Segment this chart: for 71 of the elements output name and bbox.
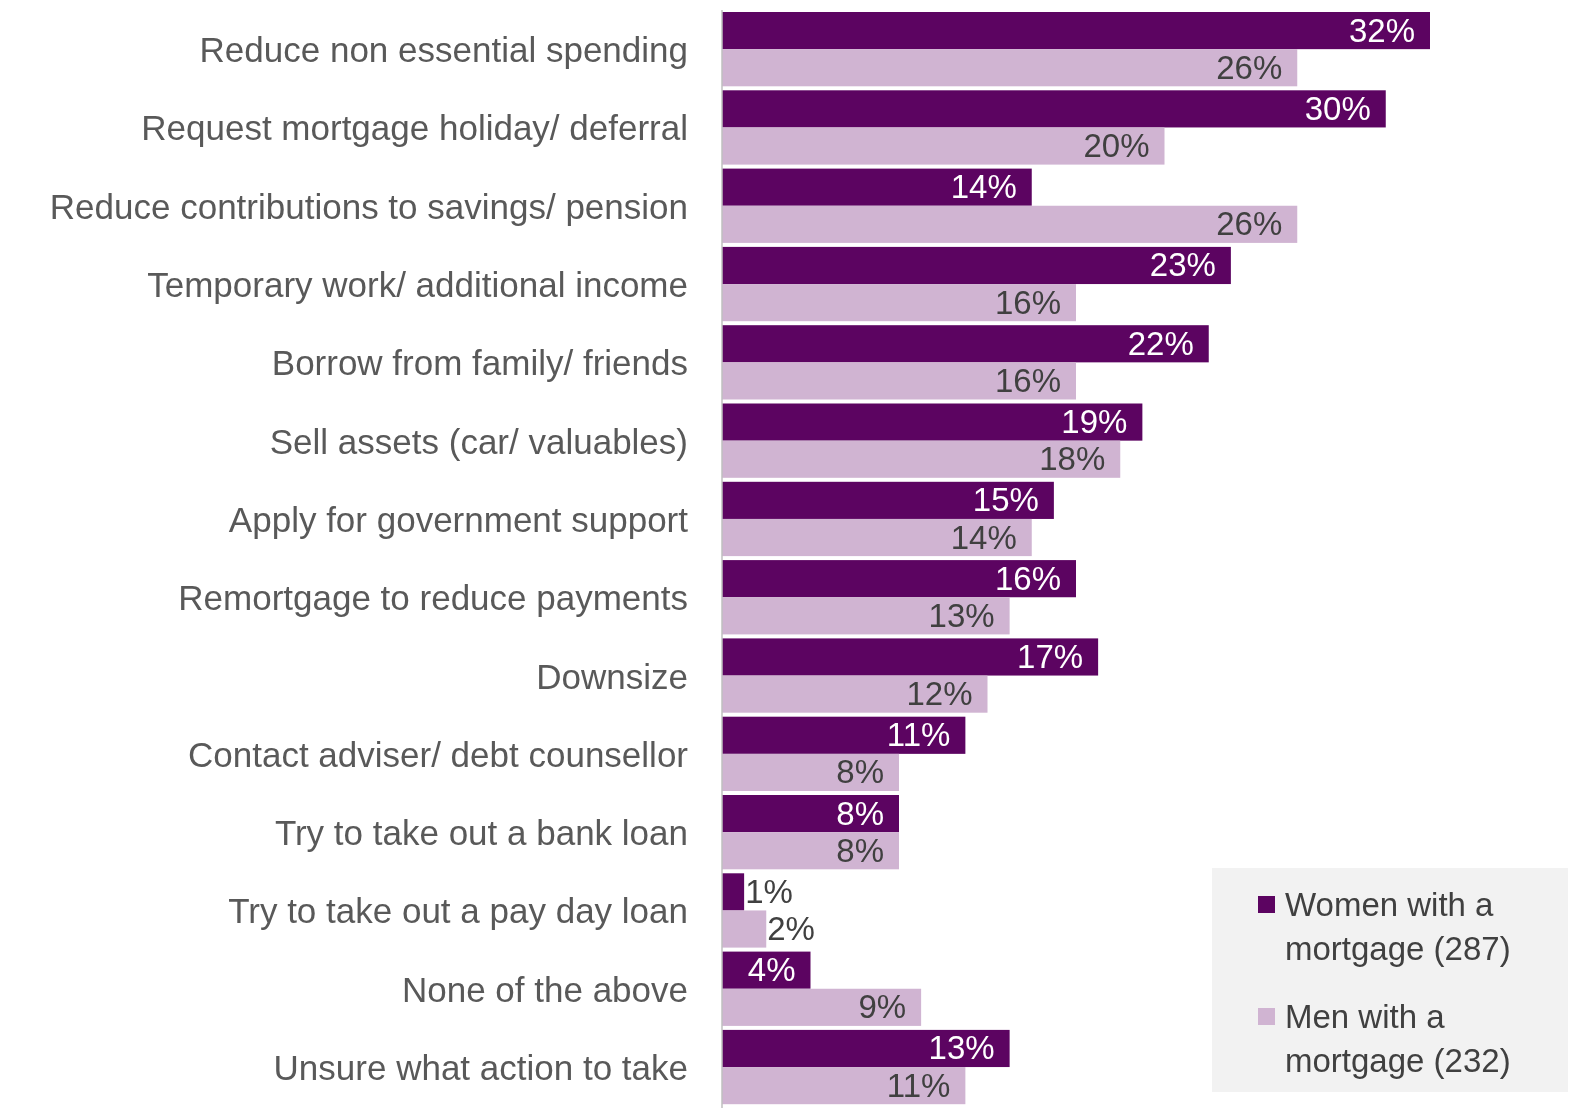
data-label: 22% (1127, 324, 1194, 362)
bar (722, 127, 1165, 165)
data-label: 8% (836, 753, 884, 791)
bar (722, 716, 966, 754)
y-tick-label: Contact adviser/ debt counsellor (188, 734, 689, 774)
bar (722, 638, 1099, 676)
data-label: 14% (950, 518, 1017, 556)
bar (722, 795, 899, 833)
data-label: 2% (767, 910, 815, 948)
y-tick-label: Sell assets (car/ valuables) (269, 421, 688, 461)
data-label: 13% (928, 1029, 995, 1067)
bar (722, 910, 767, 948)
bar (722, 49, 1298, 87)
bar (722, 12, 1430, 50)
bar (722, 597, 1010, 635)
bar (722, 832, 899, 870)
data-label: 14% (950, 168, 1017, 206)
y-tick-label: None of the above (401, 969, 688, 1009)
bar (722, 873, 745, 911)
data-label: 4% (747, 951, 796, 989)
bar (722, 675, 988, 713)
data-label: 12% (906, 675, 973, 713)
data-label: 11% (886, 1066, 951, 1104)
legend-label: Men with a mortgage (232) (1285, 998, 1511, 1079)
y-tick-label: Request mortgage holiday/ deferral (141, 108, 688, 148)
data-label: 17% (1017, 637, 1084, 675)
data-label: 26% (1216, 48, 1283, 86)
data-label: 15% (972, 481, 1039, 519)
legend-label: Women with a mortgage (287) (1285, 886, 1511, 967)
bar (722, 988, 922, 1026)
bar (722, 403, 1143, 441)
y-tick-label: Reduce contributions to savings/ pension (49, 186, 688, 226)
bar (722, 440, 1121, 478)
data-label: 30% (1304, 89, 1371, 127)
y-tick-label: Temporary work/ additional income (147, 265, 688, 305)
data-label: 8% (836, 794, 884, 832)
data-label: 1% (745, 872, 793, 910)
y-tick-label: Apply for government support (228, 499, 689, 539)
bar (722, 205, 1298, 243)
bar (722, 753, 899, 791)
bar (722, 168, 1032, 206)
data-label: 16% (994, 361, 1061, 399)
y-tick-label: Remortgage to reduce payments (178, 578, 688, 618)
data-label: 11% (886, 716, 951, 754)
data-label: 8% (836, 831, 884, 869)
y-tick-label: Try to take out a bank loan (274, 813, 688, 853)
data-label: 16% (994, 283, 1061, 321)
data-label: 23% (1149, 246, 1216, 284)
bar (722, 284, 1076, 322)
data-label: 32% (1348, 11, 1415, 49)
y-tick-label: Reduce non essential spending (199, 30, 688, 70)
bar (722, 90, 1386, 128)
data-label: 9% (858, 988, 907, 1026)
data-label: 16% (994, 559, 1061, 597)
data-label: 13% (928, 596, 995, 634)
bar (722, 246, 1231, 285)
bar (722, 518, 1032, 557)
bar (722, 1067, 966, 1105)
bar (722, 560, 1076, 598)
data-label: 26% (1216, 205, 1283, 243)
bar (722, 481, 1054, 519)
bar (722, 325, 1209, 363)
data-label: 20% (1083, 127, 1150, 165)
y-tick-label: Unsure what action to take (273, 1048, 688, 1088)
bar (722, 1029, 1010, 1068)
y-tick-label: Try to take out a pay day loan (228, 891, 688, 931)
bar (722, 362, 1076, 400)
y-tick-label: Downsize (536, 656, 688, 696)
data-label: 18% (1039, 440, 1106, 478)
y-tick-label: Borrow from family/ friends (271, 343, 688, 383)
data-label: 19% (1061, 403, 1128, 441)
